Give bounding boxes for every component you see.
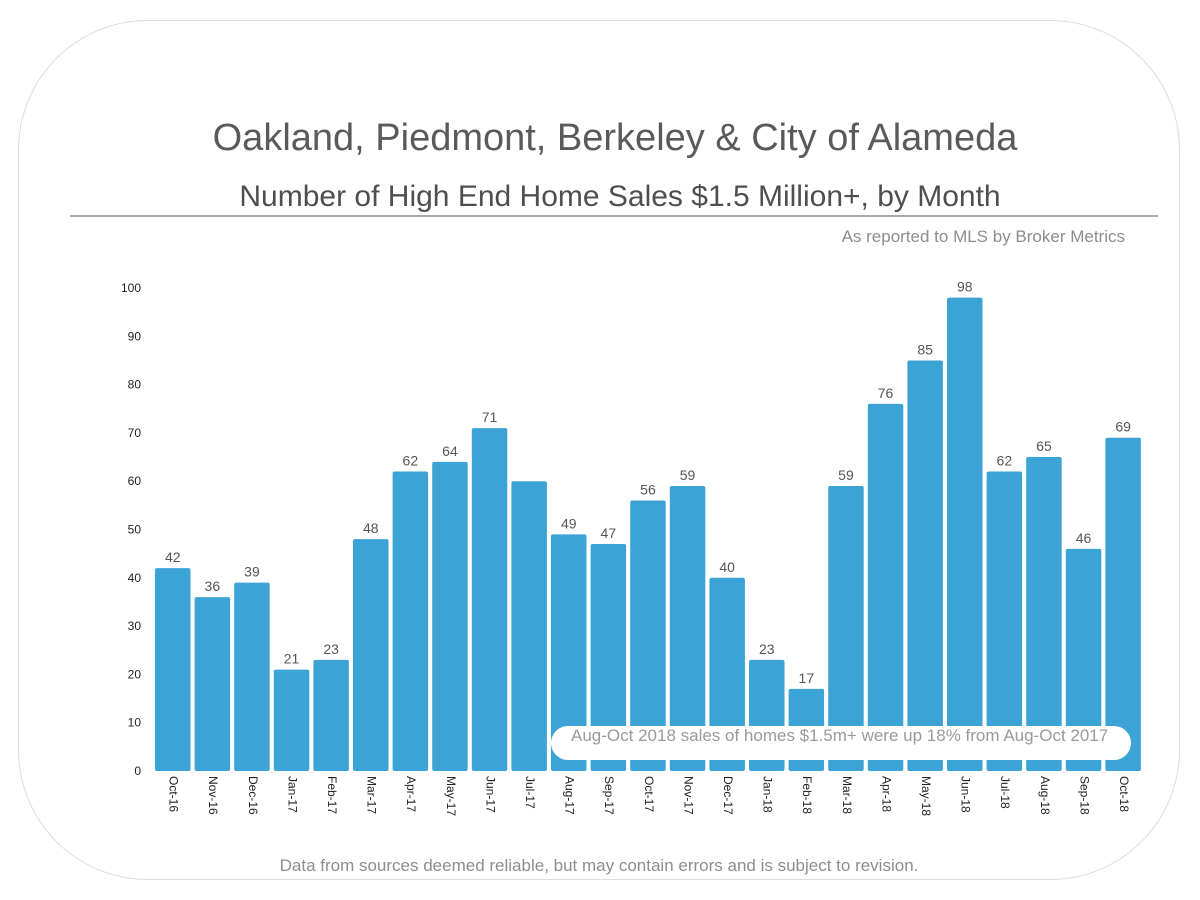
bar	[669, 486, 706, 771]
x-tick-label: Jun-18	[959, 776, 973, 813]
data-label: 42	[165, 549, 181, 565]
x-tick-label: Mar-17	[365, 776, 379, 814]
data-label: 40	[719, 559, 735, 575]
bar	[590, 543, 627, 771]
bar	[194, 597, 231, 771]
bar	[353, 539, 389, 771]
data-label: 23	[323, 641, 339, 657]
x-tick-label: Aug-17	[563, 776, 577, 815]
y-tick-label: 80	[128, 378, 142, 392]
bar	[313, 659, 349, 771]
bar	[867, 403, 904, 771]
y-tick-label: 50	[128, 523, 142, 537]
data-label: 76	[878, 385, 894, 401]
data-label: 47	[601, 525, 617, 541]
bar	[432, 461, 468, 771]
x-tick-label: Aug-18	[1038, 776, 1052, 815]
data-label: 36	[205, 578, 221, 594]
bar	[273, 669, 310, 771]
x-tick-label: Oct-17	[642, 776, 656, 812]
data-label: 62	[403, 453, 419, 469]
y-tick-label: 90	[128, 329, 142, 343]
data-label: 85	[917, 341, 933, 357]
data-label: 21	[284, 651, 300, 667]
source-note: As reported to MLS by Broker Metrics	[841, 227, 1125, 246]
data-label: 56	[640, 482, 656, 498]
bar	[551, 534, 587, 771]
data-label: 59	[838, 467, 854, 483]
x-tick-label: Jan-18	[761, 776, 775, 813]
data-label: 71	[482, 409, 498, 425]
data-label: 65	[1036, 438, 1052, 454]
bar	[828, 486, 864, 771]
data-label: 69	[1115, 419, 1131, 435]
x-tick-label: Feb-17	[325, 776, 339, 814]
chart-title: Oakland, Piedmont, Berkeley & City of Al…	[212, 117, 1018, 159]
x-tick-label: Apr-18	[879, 776, 893, 812]
y-tick-label: 40	[128, 571, 142, 585]
y-tick-label: 60	[128, 474, 142, 488]
bar	[1026, 457, 1062, 771]
data-label: 23	[759, 641, 775, 657]
bar	[947, 297, 983, 771]
y-tick-label: 20	[128, 667, 142, 681]
x-tick-label: Jun-17	[483, 776, 497, 813]
bar	[907, 360, 943, 771]
bar	[155, 568, 191, 771]
y-tick-label: 100	[121, 281, 141, 295]
data-label: 98	[957, 279, 973, 295]
x-tick-label: Dec-16	[246, 776, 260, 815]
x-tick-label: Nov-17	[681, 776, 695, 815]
data-label: 64	[442, 443, 458, 459]
x-tick-label: Sep-18	[1077, 776, 1091, 815]
x-tick-label: Feb-18	[800, 776, 814, 814]
data-label: 39	[244, 564, 260, 580]
data-label: 49	[561, 515, 577, 531]
y-tick-label: 0	[134, 764, 141, 778]
x-tick-label: Jul-18	[998, 776, 1012, 809]
callout-annotation: Aug-Oct 2018 sales of homes $1.5m+ were …	[551, 726, 1131, 760]
data-label: 59	[680, 467, 696, 483]
x-tick-label: Jan-17	[285, 776, 299, 813]
y-tick-label: 70	[128, 426, 142, 440]
data-label: 62	[997, 453, 1013, 469]
x-tick-label: May-18	[919, 776, 933, 816]
x-tick-label: Oct-18	[1117, 776, 1131, 812]
bar	[1065, 548, 1102, 771]
y-tick-label: 30	[128, 619, 142, 633]
bar	[1105, 437, 1141, 771]
x-tick-label: Mar-18	[840, 776, 854, 814]
data-label: 17	[799, 670, 815, 686]
x-tick-label: Dec-17	[721, 776, 735, 815]
x-tick-label: Jul-17	[523, 776, 537, 809]
bar	[630, 500, 666, 771]
x-tick-label: Nov-16	[206, 776, 220, 815]
title-divider	[70, 215, 1158, 217]
bar	[986, 471, 1023, 771]
bar	[392, 471, 429, 771]
chart-subtitle: Number of High End Home Sales $1.5 Milli…	[239, 180, 1001, 213]
y-tick-label: 10	[128, 716, 142, 730]
bar	[511, 481, 547, 771]
data-label: 48	[363, 520, 379, 536]
data-label: 46	[1076, 530, 1092, 546]
bar	[709, 577, 745, 771]
footer-disclaimer: Data from sources deemed reliable, but m…	[279, 856, 919, 875]
bar	[234, 582, 270, 771]
bar	[471, 428, 508, 771]
x-tick-label: Apr-17	[404, 776, 418, 812]
x-tick-label: May-17	[444, 776, 458, 816]
x-tick-label: Sep-17	[602, 776, 616, 815]
x-tick-label: Oct-16	[167, 776, 181, 812]
